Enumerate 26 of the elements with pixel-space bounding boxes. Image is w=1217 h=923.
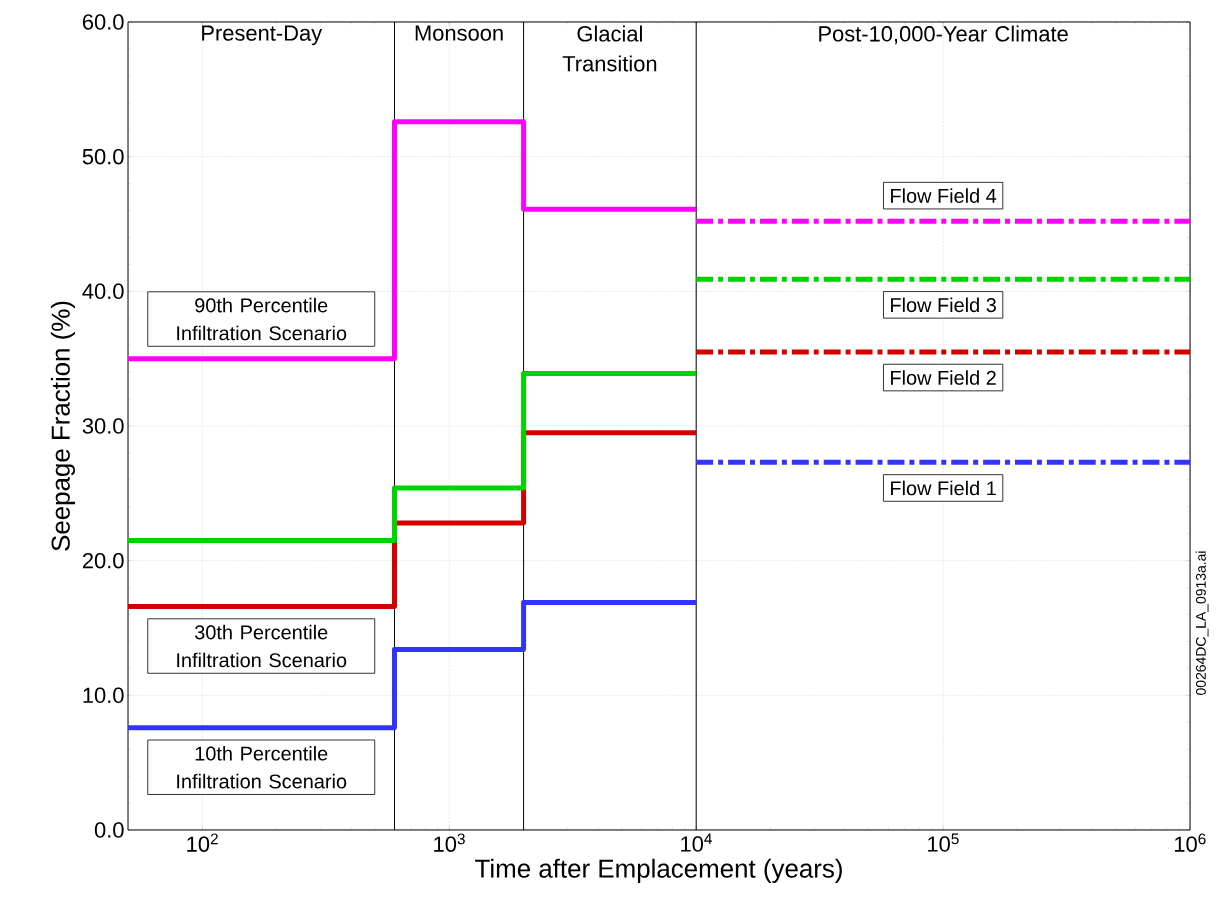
- series-label: Flow Field 1: [891, 480, 996, 496]
- x-tick-label: 10$^{6}$: [1175, 833, 1206, 852]
- series-label: Flow Field 2: [891, 370, 996, 385]
- x-tick-label: 10$^{3}$: [434, 833, 465, 852]
- annotation: Present-Day: [202, 25, 323, 46]
- x-tick-label: 10$^{5}$: [928, 833, 959, 852]
- series-label: 10th Percentile Infiltration Scenario: [177, 745, 347, 789]
- y-tick-label: 60.0: [82, 14, 124, 30]
- y-tick-label: 20.0: [82, 552, 124, 569]
- y-tick-label: 50.0: [82, 148, 124, 165]
- annotation: Glacial Transition: [562, 25, 657, 72]
- y-axis-title: Seepage Fraction (%): [50, 301, 75, 551]
- annotation: Post-10,000-Year Climate: [819, 25, 1068, 45]
- series-label: 90th Percentile Infiltration Scenario: [177, 297, 347, 341]
- x-axis-title: Time after Emplacement (years): [475, 858, 842, 883]
- y-tick-label: 40.0: [82, 283, 124, 300]
- y-tick-label: 30.0: [82, 418, 124, 434]
- y-tick-label: 0.0: [94, 822, 124, 838]
- series-label: Flow Field 3: [891, 297, 996, 313]
- x-tick-label: 10$^{2}$: [187, 833, 218, 852]
- series-label: 30th Percentile Infiltration Scenario: [177, 624, 347, 668]
- annotation: Monsoon: [415, 25, 503, 41]
- x-tick-label: 10$^{4}$: [681, 833, 712, 852]
- y-tick-label: 10.0: [83, 687, 124, 704]
- series-label: Flow Field 4: [891, 188, 997, 203]
- text: 00264DC_LA_0913a.ai: [1195, 551, 1209, 695]
